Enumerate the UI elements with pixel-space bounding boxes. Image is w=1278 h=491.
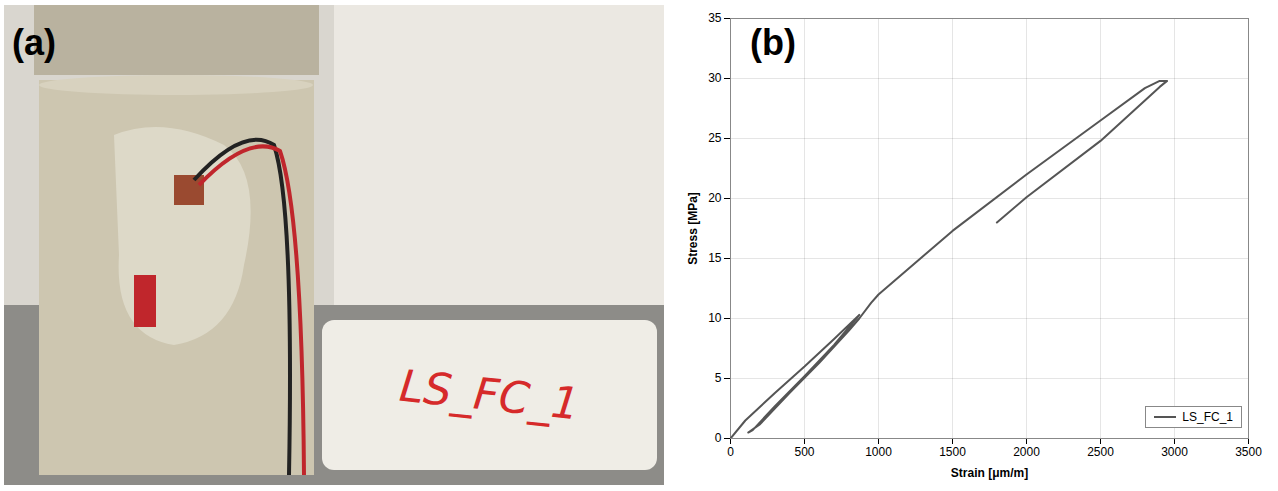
svg-text:0: 0 bbox=[715, 431, 722, 445]
svg-text:3000: 3000 bbox=[1161, 445, 1188, 459]
svg-text:1500: 1500 bbox=[939, 445, 966, 459]
html-text:LS_FC_1: LS_FC_1 bbox=[1182, 410, 1233, 424]
svg-text:(a): (a) bbox=[12, 22, 56, 63]
svg-text:Stress [MPa]: Stress [MPa] bbox=[686, 192, 700, 265]
svg-text:30: 30 bbox=[708, 71, 722, 85]
svg-text:3500: 3500 bbox=[1235, 445, 1262, 459]
svg-text:500: 500 bbox=[794, 445, 814, 459]
svg-text:1000: 1000 bbox=[865, 445, 892, 459]
svg-text:5: 5 bbox=[715, 371, 722, 385]
svg-text:2500: 2500 bbox=[1087, 445, 1114, 459]
svg-text:2000: 2000 bbox=[1013, 445, 1040, 459]
svg-text:20: 20 bbox=[708, 191, 722, 205]
svg-text:LS_FC_1: LS_FC_1 bbox=[397, 360, 582, 431]
svg-text:Strain [μm/m]: Strain [μm/m] bbox=[951, 466, 1028, 480]
svg-text:35: 35 bbox=[708, 11, 722, 25]
svg-text:0: 0 bbox=[727, 445, 734, 459]
svg-text:10: 10 bbox=[708, 311, 722, 325]
svg-text:15: 15 bbox=[708, 251, 722, 265]
html-text:(b): (b) bbox=[750, 22, 796, 63]
svg-text:25: 25 bbox=[708, 131, 722, 145]
